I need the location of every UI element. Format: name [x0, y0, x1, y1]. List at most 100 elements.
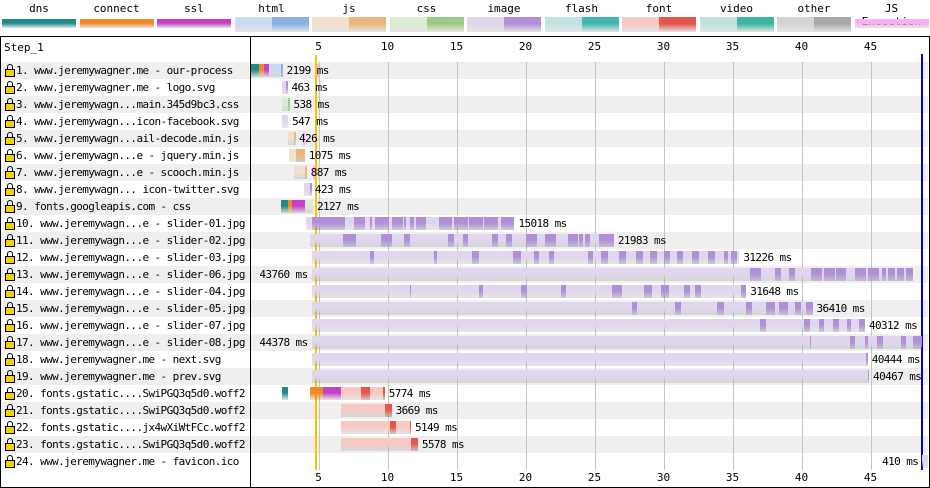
bar-download-chunk	[548, 251, 555, 264]
bar-download-chunk	[779, 302, 788, 315]
bar-download-chunk	[855, 268, 867, 281]
bar-download-chunk	[375, 217, 389, 230]
bar-segment-image	[304, 183, 311, 196]
bar-download-chunk	[391, 217, 403, 230]
bar-segment-image	[311, 370, 870, 383]
bar-download-chunk	[684, 285, 690, 298]
tick-label-top: 45	[863, 40, 878, 53]
bar-download-chunk	[896, 268, 904, 281]
tick-label-bottom: 30	[656, 471, 671, 484]
bar-segment-connect	[259, 64, 264, 77]
lock-body	[5, 358, 15, 366]
row-background	[1, 130, 928, 147]
bar-download-chunk	[717, 302, 725, 315]
legend-item-flash: flash	[544, 0, 619, 34]
legend-swatch	[504, 17, 541, 32]
legend-item-font: font	[622, 0, 696, 34]
tick-label-top: 35	[725, 40, 740, 53]
lock-icon	[5, 353, 15, 366]
request-url: 19. www.jeremywagner.me - prev.svg	[16, 370, 221, 383]
bar-download-chunk	[288, 98, 290, 111]
gridline	[318, 62, 320, 470]
gridline	[456, 62, 458, 470]
bar-segment-ssl	[323, 387, 341, 400]
legend-label: connect	[93, 2, 140, 15]
lock-shackle	[7, 64, 13, 70]
bar-download-chunk	[849, 336, 856, 349]
lock-icon	[5, 387, 15, 400]
bar-download-chunk	[724, 251, 729, 264]
bar-download-chunk	[833, 319, 839, 332]
legend-label: html	[258, 2, 285, 15]
bar-download-chunk	[877, 336, 883, 349]
bar-download-chunk	[521, 285, 527, 298]
request-url: 15. www.jeremywagn...e - slider-05.jpg	[16, 302, 245, 315]
legend-swatch	[79, 19, 154, 28]
bar-download-chunk	[819, 319, 824, 332]
bar-segment-font	[340, 421, 411, 434]
request-label: 14. www.jeremywagn...e - slider-04.jpg	[5, 283, 245, 300]
legend-label: video	[719, 2, 754, 15]
tick-label-top: 10	[380, 40, 395, 53]
bar-download-chunk	[525, 234, 537, 247]
tick-label-top: 40	[794, 40, 809, 53]
lock-body	[5, 205, 15, 213]
lock-shackle	[7, 302, 13, 308]
lock-body	[5, 120, 15, 128]
request-url: 24. www.jeremywagner.me - favicon.ico	[16, 455, 239, 468]
bar-download-chunk	[598, 234, 614, 247]
legend-swatch	[312, 17, 349, 32]
request-duration: 5149 ms	[414, 421, 458, 434]
bar-download-chunk	[384, 404, 392, 417]
bar-download-chunk	[409, 217, 414, 230]
lock-icon	[5, 455, 15, 468]
gridline	[525, 62, 527, 470]
legend-swatch	[581, 17, 619, 32]
lock-body	[5, 256, 15, 264]
bar-download-chunk	[343, 234, 356, 247]
request-label: 12. www.jeremywagn...e - slider-03.jpg	[5, 249, 245, 266]
request-label: 6. www.jeremywagn...e - jquery.min.js	[5, 147, 239, 164]
bar-download-chunk	[416, 217, 427, 230]
legend-label: dns	[29, 2, 49, 15]
bar-download-chunk	[635, 251, 643, 264]
bar-download-chunk	[369, 251, 374, 264]
lock-shackle	[7, 115, 13, 121]
bar-segment-image	[281, 81, 288, 94]
lock-shackle	[7, 132, 13, 138]
lock-icon	[5, 370, 15, 383]
bar-download-chunk	[544, 234, 556, 247]
bar-segment-css	[281, 98, 290, 111]
lock-body	[5, 222, 15, 230]
lock-body	[5, 86, 15, 94]
request-url: 8. www.jeremywagn... icon-twitter.svg	[16, 183, 239, 196]
request-label: 17. www.jeremywagn...e - slider-08.jpg	[5, 334, 245, 351]
lock-body	[5, 188, 15, 196]
bar-download-chunk	[468, 217, 483, 230]
request-label: 8. www.jeremywagn... icon-twitter.svg	[5, 181, 239, 198]
legend-swatch	[2, 19, 76, 28]
lock-body	[5, 290, 15, 298]
row-background	[1, 96, 928, 113]
tick-label-bottom: 20	[518, 471, 533, 484]
lock-shackle	[7, 319, 13, 325]
document-complete-line	[921, 54, 924, 470]
legend-item-other: other	[777, 0, 851, 34]
gridline	[663, 62, 665, 470]
lock-icon	[5, 251, 15, 264]
bar-download-chunk	[305, 166, 307, 179]
bar-download-chunk	[471, 251, 479, 264]
lock-icon	[5, 268, 15, 281]
legend-swatch	[777, 17, 814, 32]
bar-download-chunk	[900, 336, 907, 349]
lock-shackle	[7, 455, 13, 461]
lock-shackle	[7, 268, 13, 274]
request-label: 4. www.jeremywagn...icon-facebook.svg	[5, 113, 239, 130]
request-url: 14. www.jeremywagn...e - slider-04.jpg	[16, 285, 245, 298]
request-url: 7. www.jeremywagn...e - scooch.min.js	[16, 166, 239, 179]
legend-label: font	[645, 2, 673, 15]
bar-segment-image	[311, 251, 740, 264]
bar-download-chunk	[746, 302, 752, 315]
request-duration: 31648 ms	[750, 285, 799, 298]
lock-icon	[5, 183, 15, 196]
